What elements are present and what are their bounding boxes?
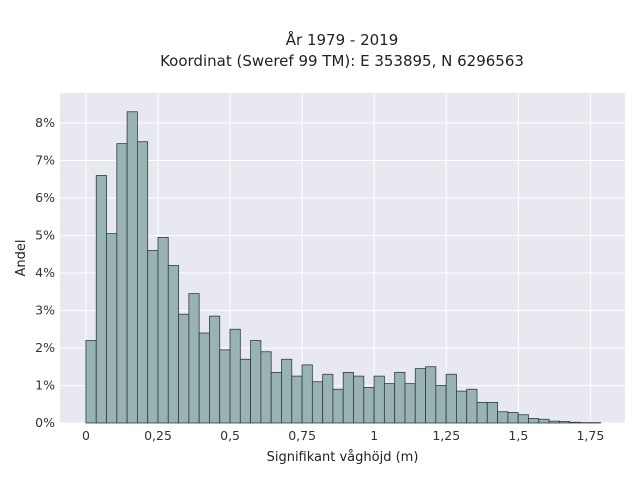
histogram-bar [209, 315, 221, 424]
y-tick-label: 8% [35, 115, 55, 130]
y-tick-label: 7% [35, 153, 55, 168]
y-tick-label: 2% [35, 340, 55, 355]
histogram-bar [188, 293, 200, 424]
histogram-bar [178, 313, 190, 424]
chart-title: År 1979 - 2019 [286, 30, 399, 49]
x-tick-label: 1,25 [432, 428, 460, 443]
x-tick-label: 0,75 [288, 428, 316, 443]
y-tick-labels: 0% 1% 2% 3% 4% 5% 6% 7% 8% [35, 115, 55, 430]
histogram-bar [353, 375, 365, 424]
histogram-bar [486, 401, 498, 424]
histogram-bar [106, 233, 118, 424]
histogram-bar [126, 111, 138, 424]
histogram-bar [476, 401, 488, 424]
x-tick-label: 0 [82, 428, 90, 443]
x-tick-label: 1,75 [576, 428, 604, 443]
x-tick-labels: 0 0,25 0,5 0,75 1 1,25 1,5 1,75 [82, 428, 604, 443]
histogram-bar [250, 340, 262, 424]
histogram-bar [456, 390, 468, 424]
histogram-bar [548, 420, 560, 424]
histogram-bar [507, 412, 519, 424]
histogram-bar [558, 421, 571, 424]
y-tick-label: 6% [35, 190, 55, 205]
histogram-bar [414, 368, 426, 424]
bars-group [85, 111, 601, 424]
histogram-bar [116, 143, 128, 424]
histogram-bar [136, 141, 149, 424]
histogram-bar [497, 411, 509, 424]
histogram-bar [198, 332, 210, 424]
x-tick-label: 0,5 [220, 428, 240, 443]
histogram-bar [157, 236, 169, 424]
histogram-bar [517, 414, 529, 424]
histogram-bar [466, 388, 478, 424]
histogram-bar [425, 366, 437, 424]
histogram-bar [569, 421, 581, 424]
histogram-bar [528, 418, 540, 424]
histogram-bar [281, 358, 293, 424]
histogram-bar [373, 375, 385, 424]
histogram-bar [383, 383, 396, 424]
histogram-bar [435, 385, 447, 424]
x-tick-label: 0,25 [144, 428, 172, 443]
histogram-bar [85, 340, 97, 424]
histogram-bar [147, 250, 159, 424]
histogram-bar [332, 388, 344, 424]
y-tick-label: 4% [35, 265, 55, 280]
y-tick-label: 5% [35, 228, 55, 243]
histogram-bar [219, 349, 231, 424]
histogram-bar [301, 364, 313, 424]
histogram-bar [311, 381, 324, 424]
histogram-bar [260, 351, 272, 424]
histogram-bar [394, 371, 406, 424]
x-tick-label: 1,5 [508, 428, 528, 443]
histogram-bar [291, 375, 303, 424]
x-tick-label: 1 [370, 428, 378, 443]
histogram-bar [167, 265, 179, 424]
chart-subtitle: Koordinat (Sweref 99 TM): E 353895, N 62… [160, 52, 524, 70]
histogram-bar [229, 328, 241, 424]
histogram-bar [445, 373, 457, 424]
y-tick-label: 1% [35, 378, 55, 393]
histogram-bar [239, 358, 252, 424]
y-axis-label: Andel [14, 240, 29, 277]
histogram-bar [404, 383, 416, 424]
y-tick-label: 3% [35, 303, 55, 318]
histogram-bar [322, 373, 334, 424]
histogram-bar [363, 386, 375, 424]
histogram-bar [342, 371, 354, 424]
histogram-bar [95, 175, 107, 424]
histogram-bar [270, 371, 282, 424]
x-axis-label: Signifikant våghöjd (m) [267, 450, 419, 465]
y-tick-label: 0% [35, 415, 55, 430]
histogram-bar [538, 418, 550, 424]
